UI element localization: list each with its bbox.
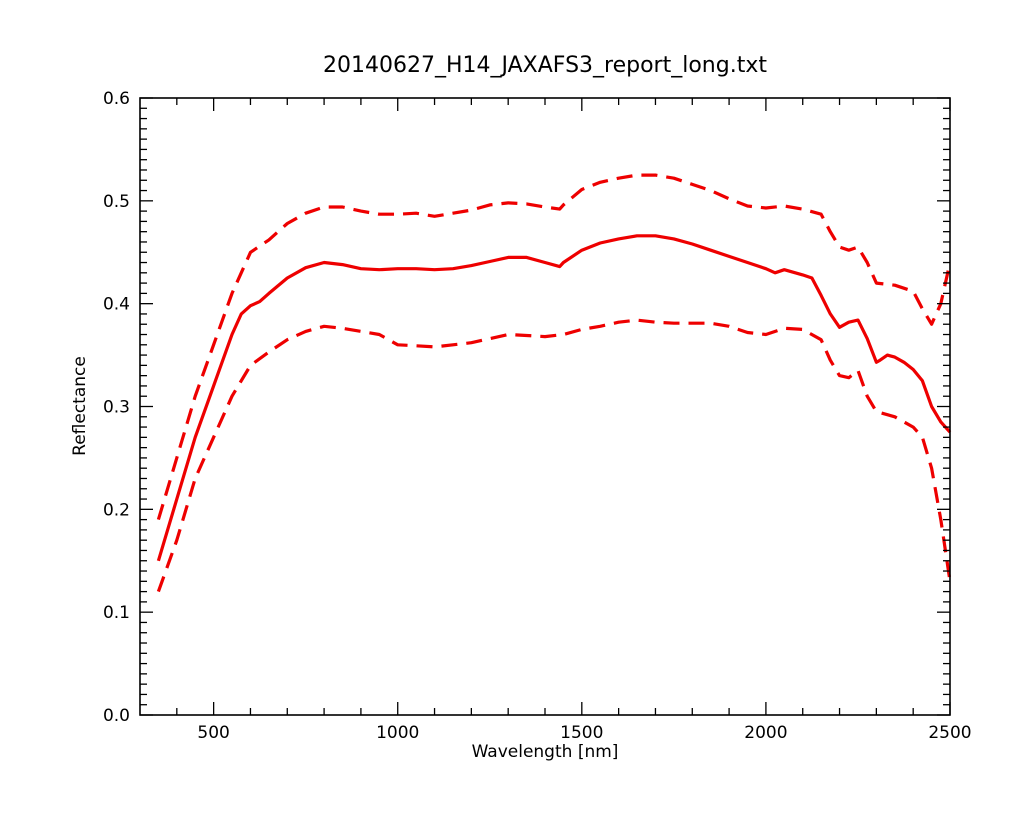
y-tick-label: 0.0 — [103, 706, 130, 726]
y-tick-label: 0.1 — [103, 603, 130, 623]
x-tick-label: 500 — [197, 723, 229, 743]
tick-label-layer: 500 1000 1500 2000 2500 0.0 0.1 0.2 0.3 0.4 0.5 0.6 — [103, 89, 972, 743]
series-layer — [156, 173, 952, 593]
y-tick-label: 0.6 — [103, 89, 130, 109]
x-tick-label: 2000 — [744, 723, 787, 743]
x-axis-label: Wavelength [nm] — [472, 742, 619, 762]
series-line-2 — [156, 234, 952, 562]
x-tick-label: 1500 — [560, 723, 603, 743]
y-tick-label: 0.4 — [103, 295, 130, 315]
x-tick-label: 1000 — [376, 723, 419, 743]
x-tick-label: 2500 — [928, 723, 971, 743]
series-line-3 — [156, 318, 952, 593]
series-line-1 — [156, 173, 952, 521]
y-tick-label: 0.3 — [103, 398, 130, 418]
y-axis-label: Reflectance — [70, 356, 90, 456]
chart-title: 20140627_H14_JAXAFS3_report_long.txt — [323, 53, 767, 78]
y-tick-label: 0.2 — [103, 500, 130, 520]
tick-layer — [140, 97, 951, 716]
y-tick-label: 0.5 — [103, 192, 130, 212]
